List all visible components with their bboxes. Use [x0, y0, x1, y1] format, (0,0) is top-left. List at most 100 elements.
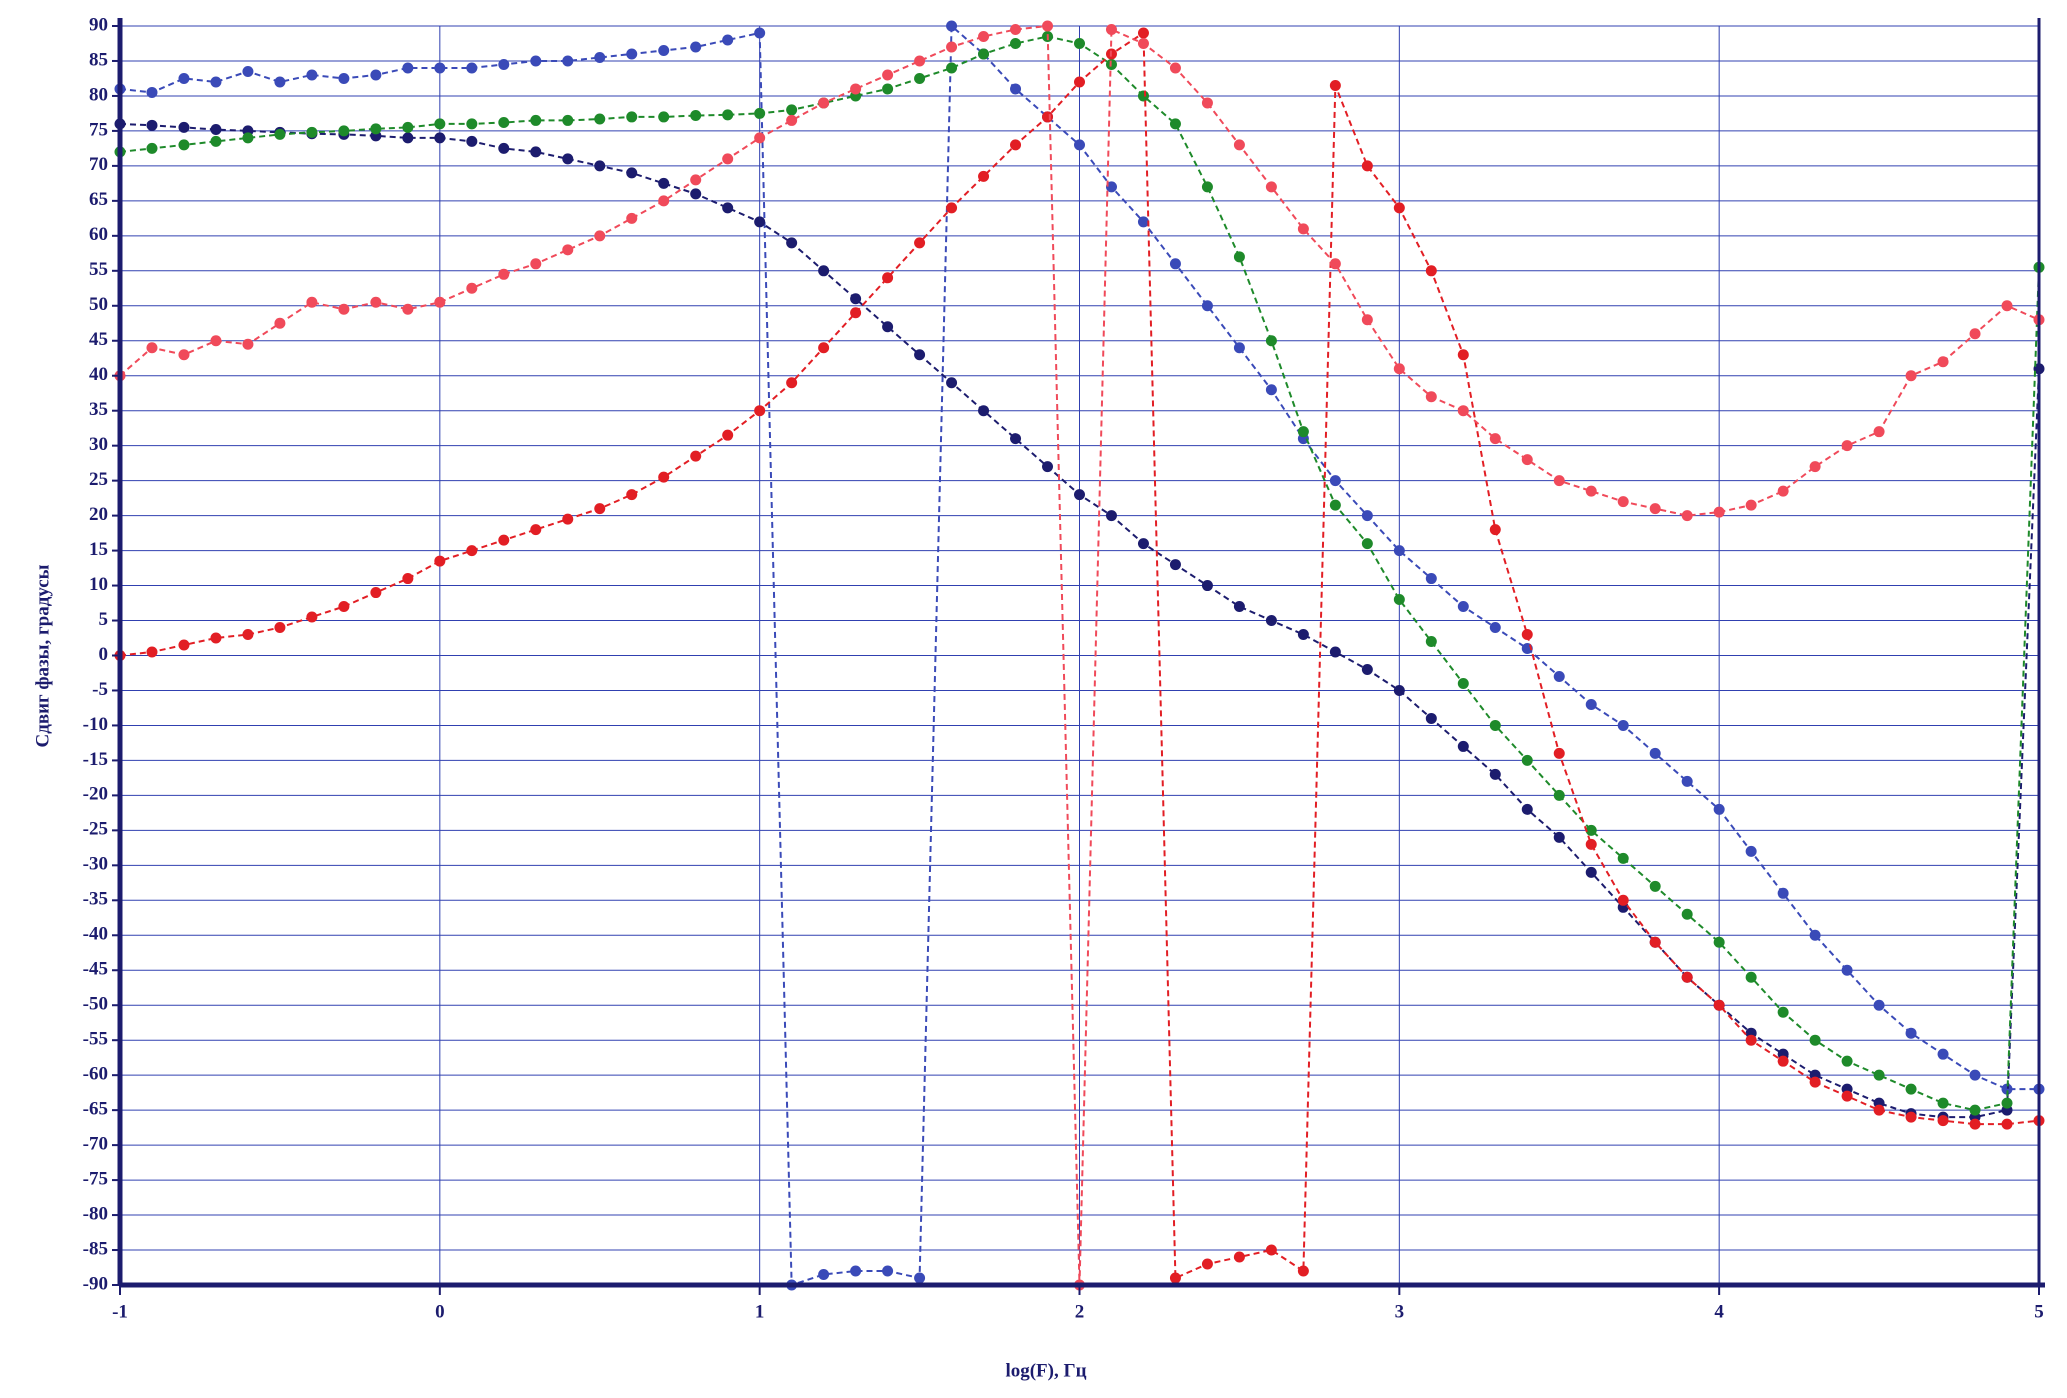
data-point: [626, 212, 638, 224]
data-point: [594, 51, 606, 63]
data-point: [1937, 1097, 1949, 1109]
data-point: [1617, 894, 1629, 906]
data-point: [306, 126, 318, 138]
data-point: [1489, 768, 1501, 780]
data-point: [1329, 499, 1341, 511]
data-point: [466, 118, 478, 130]
y-tick-label: 25: [89, 469, 108, 490]
data-point: [1425, 573, 1437, 585]
data-point: [850, 307, 862, 319]
y-tick-label: -15: [83, 749, 108, 770]
data-point: [1074, 489, 1085, 501]
data-point: [1841, 1055, 1853, 1067]
data-point: [1297, 629, 1309, 641]
y-tick-label: 10: [89, 574, 108, 595]
y-tick-label: -50: [83, 994, 108, 1015]
data-point: [594, 113, 606, 125]
data-point: [530, 114, 542, 126]
data-point: [1074, 139, 1085, 151]
y-tick-label: 15: [89, 539, 108, 560]
data-point: [306, 611, 318, 623]
data-point: [1553, 789, 1565, 801]
data-point: [978, 170, 990, 182]
data-point: [1617, 719, 1629, 731]
data-point: [818, 97, 830, 109]
data-point: [658, 44, 670, 56]
data-point: [274, 128, 286, 140]
axes: -90-85-80-75-70-65-60-55-50-45-40-35-30-…: [83, 14, 2045, 1322]
data-point: [1873, 1104, 1885, 1116]
data-point: [1937, 1048, 1949, 1060]
data-point: [786, 237, 798, 249]
data-point: [1937, 1115, 1949, 1127]
data-point: [1841, 440, 1853, 452]
data-point: [1233, 1251, 1245, 1263]
data-point: [434, 132, 446, 144]
data-point: [2001, 1097, 2013, 1109]
data-point: [434, 296, 446, 308]
data-point: [562, 153, 574, 165]
data-point: [1201, 181, 1213, 193]
data-point: [1297, 1265, 1309, 1277]
data-point: [562, 513, 574, 525]
data-point: [146, 646, 158, 658]
y-tick-label: -10: [83, 714, 108, 735]
data-point: [370, 123, 382, 135]
data-point: [466, 135, 478, 147]
data-point: [2001, 1083, 2013, 1095]
data-point: [658, 195, 670, 207]
data-point: [1841, 964, 1853, 976]
data-point: [1361, 314, 1373, 326]
data-point: [1905, 1111, 1917, 1123]
data-point: [626, 489, 638, 501]
data-point: [1713, 803, 1725, 815]
data-point: [1553, 670, 1565, 682]
data-point: [402, 132, 414, 144]
data-point: [946, 202, 958, 214]
data-point: [274, 317, 286, 329]
data-point: [1937, 356, 1949, 368]
y-tick-label: -75: [83, 1168, 108, 1189]
data-point: [1074, 76, 1085, 88]
data-point: [210, 632, 222, 644]
data-point: [1137, 538, 1149, 550]
y-tick-label: 90: [89, 14, 108, 35]
data-point: [1265, 1244, 1277, 1256]
data-point: [498, 117, 510, 129]
data-point: [1265, 335, 1277, 347]
y-tick-label: -90: [83, 1273, 108, 1294]
data-point: [1233, 139, 1245, 151]
data-point: [1169, 1272, 1181, 1284]
data-point: [946, 377, 958, 389]
data-point: [626, 48, 638, 60]
data-point: [1649, 747, 1661, 759]
y-tick-label: 5: [99, 609, 109, 630]
data-point: [1777, 1006, 1789, 1018]
data-point: [1233, 601, 1245, 613]
data-point: [1137, 37, 1149, 49]
data-point: [178, 139, 190, 151]
data-point: [1521, 803, 1533, 815]
data-point: [1233, 251, 1245, 263]
data-point: [1137, 90, 1149, 102]
data-point: [210, 135, 222, 147]
data-point: [1809, 929, 1821, 941]
x-tick-label: -1: [112, 1301, 128, 1322]
data-point: [1649, 503, 1661, 515]
data-point: [1137, 216, 1149, 228]
data-point: [1713, 506, 1725, 518]
data-point: [274, 76, 286, 88]
y-tick-label: -70: [83, 1133, 108, 1154]
data-point: [1393, 594, 1405, 606]
data-point: [690, 174, 702, 186]
data-point: [1489, 719, 1501, 731]
data-point: [1745, 499, 1757, 511]
data-point: [1809, 461, 1821, 473]
data-point: [1489, 622, 1501, 634]
data-point: [690, 110, 702, 122]
data-point: [1201, 1258, 1213, 1270]
x-tick-label: 1: [755, 1301, 765, 1322]
data-point: [1457, 405, 1469, 417]
y-tick-label: 85: [89, 49, 108, 70]
